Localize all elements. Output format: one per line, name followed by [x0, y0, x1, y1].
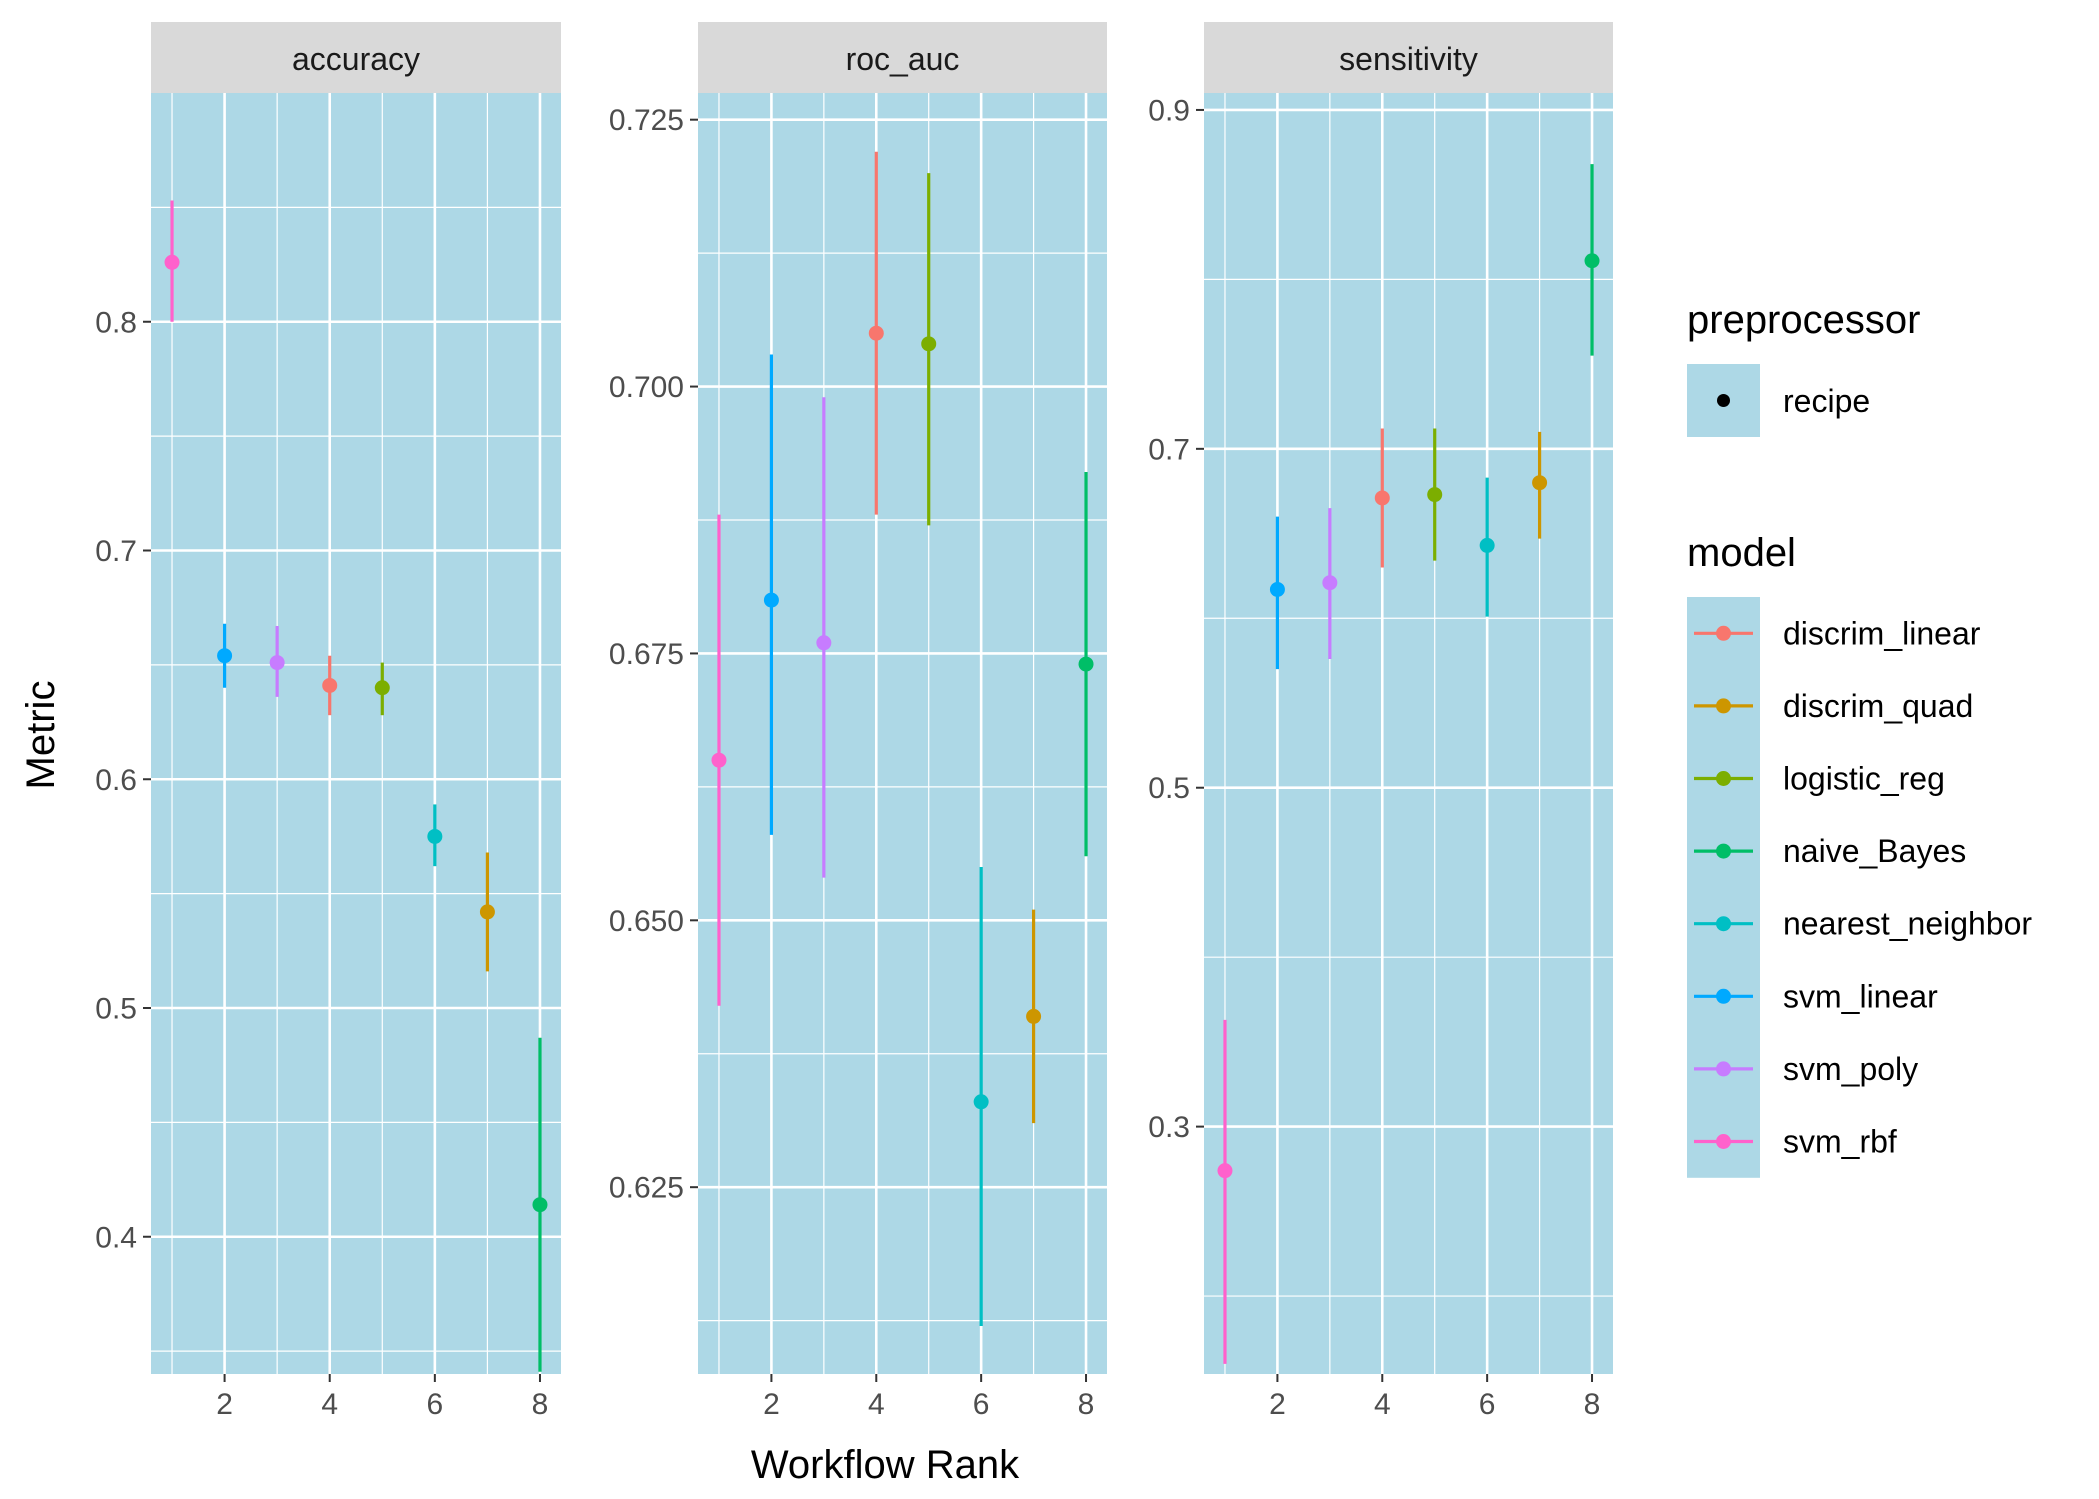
point-svm_poly: [269, 655, 285, 671]
legend-label-discrim_quad: discrim_quad: [1783, 688, 1973, 724]
x-axis-title: Workflow Rank: [751, 1443, 1020, 1487]
data-marks-accuracy: [164, 200, 548, 1372]
y-tick-label: 0.5: [95, 993, 137, 1026]
legend-label-discrim_linear: discrim_linear: [1783, 615, 1981, 651]
legend-point-recipe-icon: [1717, 394, 1730, 407]
legend-point-discrim_quad: [1716, 698, 1731, 714]
legend-point-nearest_neighbor: [1716, 916, 1731, 932]
x-tick-label: 2: [216, 1388, 233, 1421]
point-logistic_reg: [1427, 487, 1443, 503]
strip-sensitivity: [1204, 22, 1613, 93]
panel-accuracy: accuracy 0.4 0.5 0.6 0.7 0.8 2 4 6 8: [95, 22, 561, 1421]
point-svm_rbf: [711, 752, 727, 768]
y-tick-label: 0.8: [95, 306, 137, 339]
y-tick-label: 0.725: [609, 104, 684, 137]
legend-point-svm_linear: [1716, 988, 1731, 1004]
point-naive_Bayes: [532, 1197, 548, 1213]
strip-label-roc_auc: roc_auc: [846, 41, 960, 77]
legend-label-recipe: recipe: [1783, 383, 1870, 419]
y-tick-label: 0.675: [609, 638, 684, 671]
y-tick-label: 0.5: [1148, 772, 1190, 805]
legend-label-svm_poly: svm_poly: [1783, 1051, 1918, 1087]
y-tick-label: 0.7: [95, 535, 137, 568]
legend-label-svm_linear: svm_linear: [1783, 978, 1938, 1014]
panel-sensitivity: sensitivity 0.3 0.5 0.7 0.9 2 4 6 8: [1148, 22, 1613, 1421]
strip-label-accuracy: accuracy: [292, 41, 420, 77]
point-svm_poly: [816, 635, 832, 651]
x-tick-label: 2: [763, 1388, 780, 1421]
x-tick-label: 8: [532, 1388, 549, 1421]
x-tick-label: 6: [973, 1388, 990, 1421]
y-tick-label: 0.625: [609, 1172, 684, 1205]
panel-roc_auc: roc_auc 0.625 0.650 0.675 0.700 0.725 2 4 6 8: [609, 22, 1107, 1421]
point-discrim_linear: [1374, 490, 1390, 506]
y-axis-title: Metric: [19, 681, 63, 790]
legend-point-discrim_linear: [1716, 625, 1731, 641]
legend-point-svm_poly: [1716, 1061, 1731, 1077]
point-nearest_neighbor: [973, 1094, 989, 1110]
panel-background-roc_auc: [698, 93, 1107, 1374]
point-svm_linear: [763, 592, 779, 608]
legend-model-key-background: [1687, 597, 1760, 1178]
data-marks-sensitivity: [1217, 164, 1600, 1364]
point-naive_Bayes: [1584, 253, 1600, 269]
legend-model-items: discrim_linear discrim_quad logistic_regna…: [1687, 597, 2032, 1178]
point-svm_linear: [1269, 581, 1285, 597]
legend-point-logistic_reg: [1716, 771, 1731, 786]
x-tick-label: 6: [427, 1388, 444, 1421]
point-nearest_neighbor: [427, 828, 443, 844]
y-tick-label: 0.6: [95, 764, 137, 797]
point-discrim_quad: [479, 904, 495, 920]
point-svm_rbf: [1217, 1163, 1233, 1179]
y-tick-label: 0.700: [609, 371, 684, 404]
y-tick-label: 0.4: [95, 1221, 137, 1254]
legend-title-preprocessor: preprocessor: [1687, 298, 1920, 342]
point-logistic_reg: [374, 680, 390, 696]
x-tick-label: 4: [868, 1388, 885, 1421]
y-tick-label: 0.650: [609, 905, 684, 938]
strip-label-sensitivity: sensitivity: [1339, 41, 1478, 77]
legend-label-logistic_reg: logistic_reg: [1783, 761, 1945, 797]
point-logistic_reg: [921, 336, 937, 352]
panels: accuracy 0.4 0.5 0.6 0.7 0.8 2 4 6 8 roc_auc 0.625 0…: [95, 22, 1613, 1421]
x-tick-label: 8: [1078, 1388, 1095, 1421]
point-svm_poly: [1322, 575, 1338, 591]
x-tick-label: 6: [1479, 1388, 1496, 1421]
data-marks-roc_auc: [711, 151, 1094, 1326]
y-tick-label: 0.7: [1148, 433, 1190, 466]
x-tick-label: 8: [1584, 1388, 1601, 1421]
gridlines-sensitivity: [1204, 93, 1613, 1374]
x-tick-label: 4: [1374, 1388, 1391, 1421]
point-svm_linear: [217, 648, 233, 664]
legend-point-svm_rbf: [1716, 1134, 1731, 1149]
legend-title-model: model: [1687, 531, 1796, 575]
point-nearest_neighbor: [1479, 537, 1495, 553]
point-discrim_linear: [322, 677, 338, 693]
legend-label-nearest_neighbor: nearest_neighbor: [1783, 906, 2032, 942]
point-svm_rbf: [164, 254, 180, 270]
panel-background-accuracy: [151, 93, 561, 1374]
strip-accuracy: [151, 22, 561, 93]
legend-label-svm_rbf: svm_rbf: [1783, 1124, 1897, 1160]
point-discrim_quad: [1532, 475, 1548, 491]
x-tick-label: 4: [321, 1388, 338, 1421]
legend-point-naive_Bayes: [1716, 843, 1731, 859]
point-discrim_quad: [1026, 1008, 1042, 1024]
legend: preprocessor recipe model discrim_linear…: [1687, 298, 2032, 1178]
x-tick-label: 2: [1269, 1388, 1286, 1421]
legend-label-naive_Bayes: naive_Bayes: [1783, 833, 1966, 869]
point-discrim_linear: [868, 325, 884, 341]
panel-background-sensitivity: [1204, 93, 1613, 1374]
strip-roc_auc: [698, 22, 1107, 93]
point-naive_Bayes: [1078, 656, 1094, 672]
y-tick-label: 0.9: [1148, 94, 1190, 127]
y-tick-label: 0.3: [1148, 1111, 1190, 1144]
